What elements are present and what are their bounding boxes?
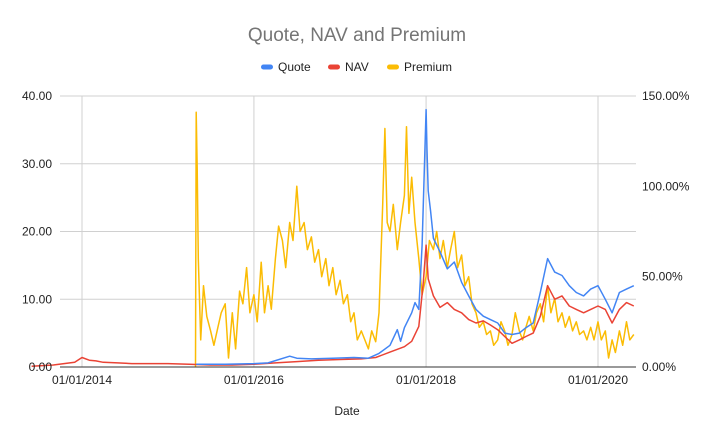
legend-label-premium: Premium <box>404 60 452 74</box>
x-axis-title: Date <box>334 404 360 418</box>
legend-label-nav: NAV <box>345 60 369 74</box>
chart-legend: Quote NAV Premium <box>261 60 452 74</box>
chart-title: Quote, NAV and Premium <box>248 25 466 46</box>
series-lines <box>31 108 635 368</box>
y-tick-label-left: 20.00 <box>22 225 52 239</box>
y-tick-label-left: 10.00 <box>22 292 52 306</box>
y-tick-label-left: 30.00 <box>22 157 52 171</box>
y-tick-label-left: 40.00 <box>22 89 52 103</box>
y-tick-label-right: 0.00% <box>642 360 676 374</box>
series-line-nav <box>31 244 635 368</box>
y-tick-label-left: 0.00 <box>29 360 53 374</box>
gridlines <box>60 95 636 367</box>
legend-label-quote: Quote <box>278 60 311 74</box>
legend-swatch-quote <box>261 64 273 70</box>
x-tick-label: 01/01/2018 <box>396 373 456 387</box>
legend-swatch-premium <box>387 64 399 70</box>
x-tick-label: 01/01/2014 <box>52 373 112 387</box>
series-line-quote <box>196 108 635 366</box>
y-tick-label-right: 150.00% <box>642 89 690 103</box>
axis-ticks: 0.00 10.00 20.00 30.00 40.00 0.00% 50.00% 100.0… <box>22 89 690 387</box>
x-tick-label: 01/01/2016 <box>224 373 284 387</box>
y-tick-label-right: 100.00% <box>642 179 690 193</box>
y-tick-label-right: 50.00% <box>642 270 683 284</box>
x-tick-label: 01/01/2020 <box>568 373 628 387</box>
legend-swatch-nav <box>328 64 340 70</box>
series-line-premium <box>194 111 635 368</box>
